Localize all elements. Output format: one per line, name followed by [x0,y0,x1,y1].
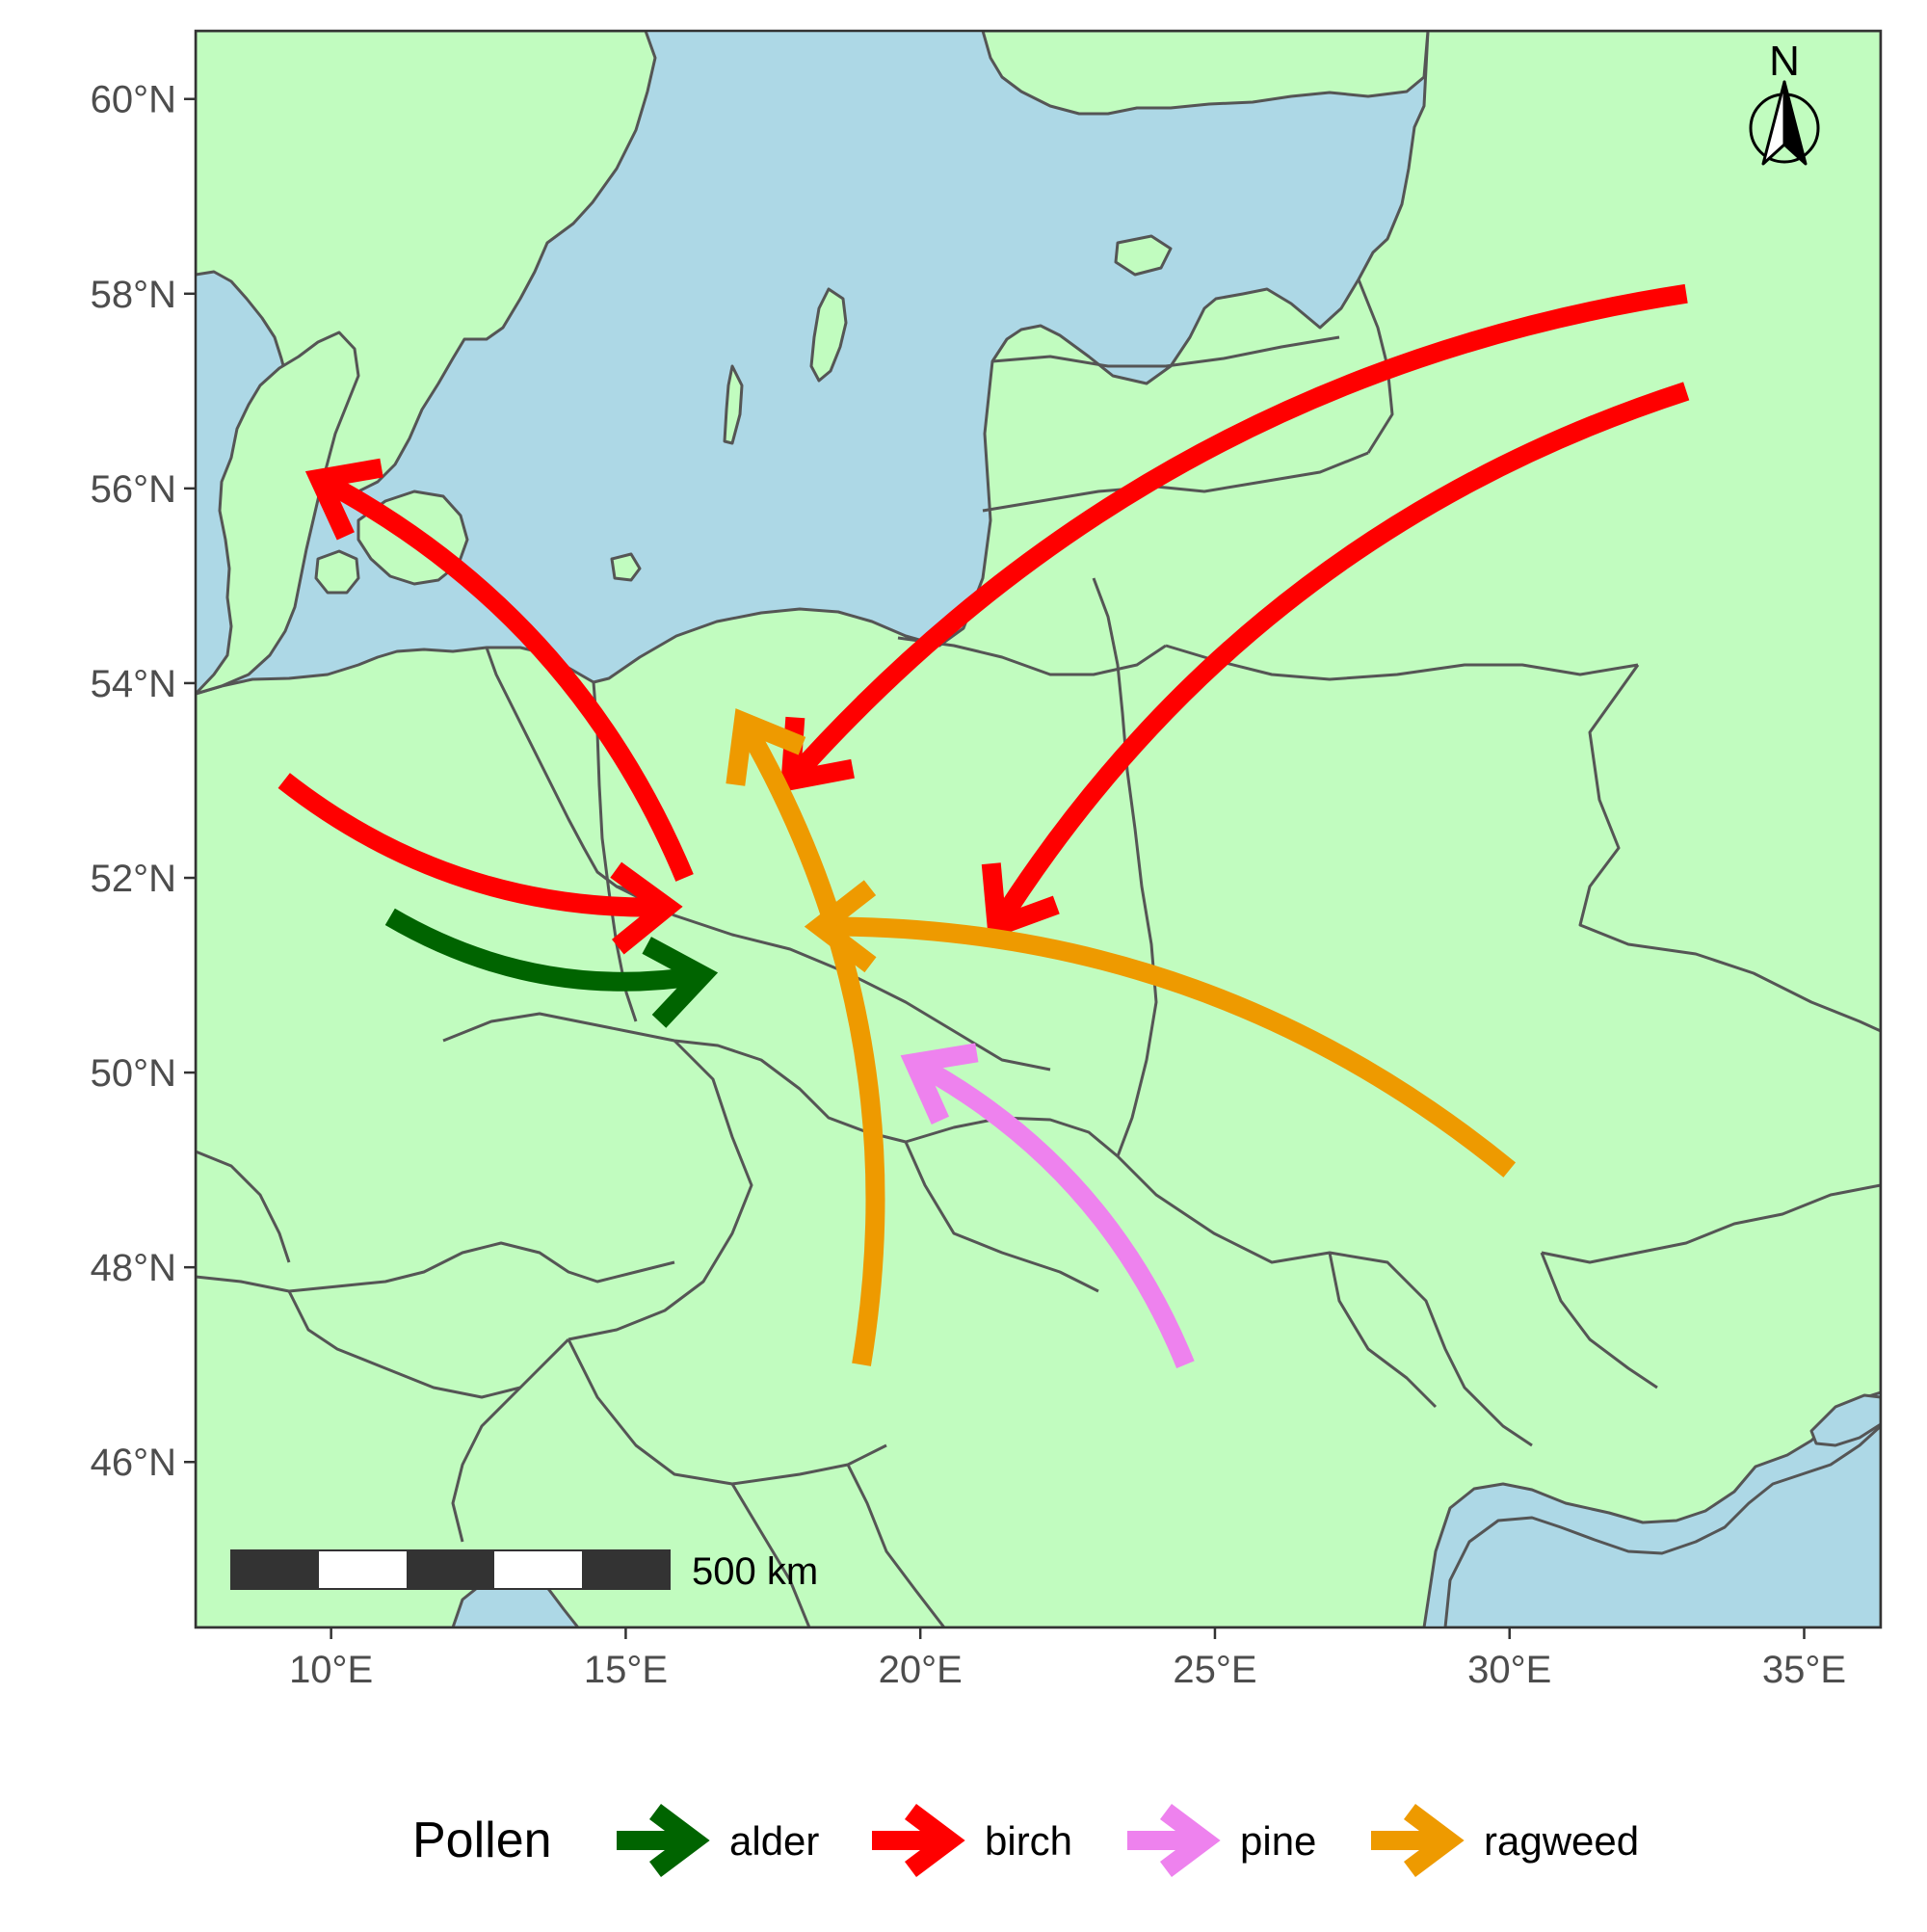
arrow-shaft [910,1054,1195,1368]
country-border [1540,1252,1658,1389]
y-tick-label: 48°N [91,1247,176,1289]
country-borders [196,278,1881,1628]
country-border [904,1141,1099,1293]
arrow-head [981,862,1060,940]
scale-segment [319,1550,407,1589]
pollen-arrow-birch [277,773,683,955]
scale-segment [407,1550,494,1589]
arrow-head [642,937,719,1028]
legend-item-ragweed: ragweed [1371,1804,1639,1877]
arrow-shaft [735,717,885,1366]
y-tick-label: 52°N [91,858,176,900]
legend-key-head [1404,1804,1465,1877]
sea-of-azov [1809,1393,1881,1447]
x-tick-label: 35°E [1762,1649,1846,1691]
legend-label: birch [985,1818,1072,1864]
y-axis: 60°N 58°N 56°N 54°N 52°N 50°N 48°N 46°N [91,79,196,1484]
scale-segment [231,1550,319,1589]
x-tick-label: 10°E [289,1649,373,1691]
scale-bar-label: 500 km [692,1550,818,1593]
legend: Pollen alder birch pine ragweed [412,1804,1639,1877]
country-border [1541,1183,1881,1264]
x-tick-label: 30°E [1467,1649,1551,1691]
pollen-arrow-birch [981,382,1690,940]
x-tick-label: 25°E [1173,1649,1256,1691]
land-oland [723,364,744,445]
legend-label: ragweed [1484,1818,1639,1864]
legend-title: Pollen [412,1813,552,1868]
arrow-shaft [277,773,668,917]
arrow-head [304,458,383,541]
country-border [1328,1252,1438,1409]
land-jutland [196,331,360,696]
pollen-arrow-pine [900,1043,1195,1368]
pollen-arrow-birch [304,458,694,882]
y-tick-label: 50°N [91,1052,176,1095]
arrow-shaft [783,283,1688,787]
legend-label: alder [729,1818,819,1864]
legend-key-head [1160,1804,1221,1877]
x-tick-label: 15°E [584,1649,668,1691]
country-border [1578,664,1881,1033]
arrow-shaft [820,916,1517,1178]
country-border [568,1039,753,1341]
country-border [287,1290,521,1399]
pollen-arrow-alder [384,908,719,1028]
legend-label: pine [1240,1818,1316,1864]
arrow-shaft [314,469,694,882]
land-funen [314,549,360,595]
y-tick-label: 54°N [91,663,176,705]
land-finland [981,31,1430,116]
country-border [442,1012,907,1144]
black-sea [1443,1424,1881,1628]
land-bornholm [610,552,642,582]
legend-key-head [649,1804,710,1877]
arrow-shaft [384,908,704,992]
pollen-arrow-ragweed [726,708,885,1366]
x-tick-label: 20°E [879,1649,963,1691]
north-arrow-icon: N [1749,38,1820,166]
pollen-arrow-ragweed [804,880,1517,1178]
y-tick-label: 46°N [91,1442,176,1484]
scale-bar: 500 km [230,1549,818,1593]
country-border [451,1337,570,1543]
country-border [897,636,1167,676]
country-border [1165,644,1639,681]
legend-key-head [905,1804,965,1877]
arrow-head [726,708,806,786]
country-border [846,1464,946,1628]
country-border [1116,1154,1533,1447]
arrow-head [610,861,683,955]
x-axis: 10°E 15°E 20°E 25°E 30°E 35°E [289,1628,1846,1691]
legend-item-alder: alder [617,1804,819,1877]
country-border [982,451,1369,513]
legend-item-birch: birch [872,1804,1072,1877]
scale-segment [582,1550,670,1589]
arrow-head [804,880,877,973]
country-border [905,1116,1119,1158]
country-border [1092,577,1158,1157]
country-border [991,335,1340,368]
north-arrow-label: N [1769,38,1800,85]
map-frame [194,29,1883,1629]
arrow-head [900,1043,979,1125]
y-tick-label: 60°N [91,79,176,121]
y-tick-label: 58°N [91,274,176,316]
legend-items: alder birch pine ragweed [617,1804,1639,1877]
scale-outline [230,1549,671,1590]
pollen-arrows [277,283,1690,1368]
country-border [196,1150,291,1263]
arrow-shaft [989,382,1690,932]
y-tick-label: 56°N [91,468,176,511]
land-saaremaa [1114,234,1173,277]
land-gotland [809,287,848,383]
legend-item-pine: pine [1127,1804,1316,1877]
country-border [567,1338,887,1486]
country-border [730,1483,811,1628]
country-border [485,647,637,893]
map-panel: 500 km N [196,31,1881,1628]
scale-segment [494,1550,582,1589]
